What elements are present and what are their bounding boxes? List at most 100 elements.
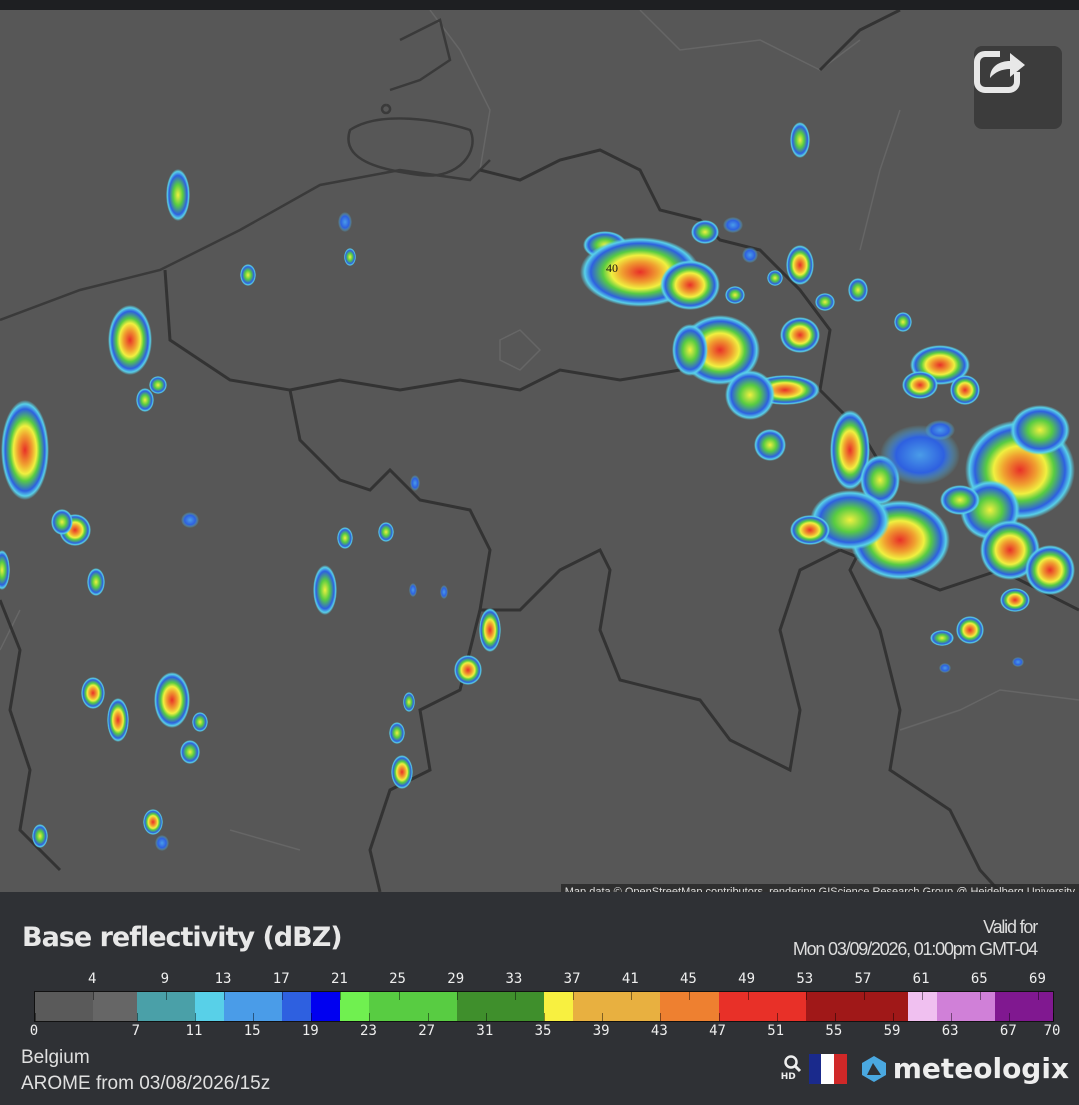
colorbar-tick-label: 65 xyxy=(970,971,988,987)
colorbar-tick-label: 41 xyxy=(621,971,639,987)
coastline xyxy=(0,18,491,322)
colorbar-tick-label: 70 xyxy=(1043,1023,1061,1039)
colorbar-tick-mark xyxy=(136,1013,138,1021)
colorbar-tick-mark xyxy=(980,992,982,1000)
radar-echo-cell xyxy=(409,583,417,597)
radar-echo-cell xyxy=(107,698,129,742)
radar-echo-cell xyxy=(378,522,394,542)
radar-echo-cell xyxy=(337,527,353,549)
colorbar-tick-label: 31 xyxy=(476,1023,494,1039)
colorbar-tick-mark xyxy=(253,1013,255,1021)
france-flag-icon[interactable] xyxy=(808,1053,847,1084)
colorbar-tick-label: 17 xyxy=(272,971,290,987)
colorbar-tick-label: 57 xyxy=(854,971,872,987)
colorbar-segment xyxy=(282,992,312,1021)
radar-echo-cell xyxy=(939,663,951,673)
colorbar-tick-mark xyxy=(893,1013,895,1021)
colorbar-tick-label: 51 xyxy=(767,1023,785,1039)
colorbar-segment xyxy=(907,992,938,1021)
radar-echo-cell xyxy=(403,692,415,712)
colorbar-tick-label: 35 xyxy=(534,1023,552,1039)
colorbar-tick-label: 11 xyxy=(185,1023,203,1039)
colorbar-tick-mark xyxy=(224,992,226,1000)
radar-echo-cell xyxy=(136,388,154,412)
colorbar-tick-label: 49 xyxy=(738,971,756,987)
colorbar-segment xyxy=(573,992,661,1021)
hd-zoom-button[interactable]: HD xyxy=(780,1054,803,1084)
radar-echo-cell xyxy=(1012,657,1024,667)
colorbar-segment xyxy=(311,992,341,1021)
colorbar-tick-mark xyxy=(456,992,458,1000)
colorbar-segment xyxy=(718,992,807,1021)
map-attribution[interactable]: Map data © OpenStreetMap contributors, r… xyxy=(560,884,1079,892)
radar-echo-cell xyxy=(0,550,10,590)
colorbar xyxy=(34,991,1054,1022)
radar-map[interactable]: 40 Map data © OpenStreetMap contributors… xyxy=(0,10,1079,892)
radar-echo-cell xyxy=(780,317,820,353)
colorbar-tick-label: 59 xyxy=(883,1023,901,1039)
radar-echo-cell xyxy=(672,324,708,376)
colorbar-tick-label: 69 xyxy=(1029,971,1046,987)
radar-echo-cell xyxy=(956,616,984,644)
model-run: AROME from 03/08/2026/15z xyxy=(21,1073,271,1094)
colorbar-tick-label: 33 xyxy=(505,971,523,987)
legend-panel: Base reflectivity (dBZ) Valid for Mon 03… xyxy=(0,892,1079,1105)
radar-echo-cell xyxy=(51,509,73,535)
colorbar-segment xyxy=(994,992,1054,1021)
radar-echo-cell xyxy=(32,824,48,848)
radar-echo-cell xyxy=(1010,405,1070,455)
colorbar-tick-mark xyxy=(340,992,342,1000)
magnifier-icon xyxy=(783,1054,801,1072)
colorbar-tick-mark xyxy=(282,992,284,1000)
colorbar-tick-mark xyxy=(165,992,167,1000)
colorbar-tick-label: 15 xyxy=(243,1023,261,1039)
colorbar-tick-mark xyxy=(1009,1013,1011,1021)
valid-for-label: Valid for xyxy=(983,917,1038,937)
share-button[interactable] xyxy=(974,46,1062,129)
radar-echo-cell xyxy=(180,740,200,764)
radar-echo-cell xyxy=(389,722,405,744)
top-bar xyxy=(0,0,1079,10)
colorbar-tick-mark xyxy=(544,1013,545,1021)
radar-echo-cell xyxy=(1025,545,1075,595)
colorbar-tick-label: 43 xyxy=(650,1023,668,1039)
radar-echo-cell xyxy=(810,490,890,550)
radar-echo-cell xyxy=(742,247,758,263)
colorbar-tick-label: 23 xyxy=(360,1023,377,1039)
radar-echo-cell xyxy=(391,755,413,789)
hd-label: HD xyxy=(780,1071,796,1082)
radar-echo-cell xyxy=(1,400,49,500)
faint-borders xyxy=(0,10,1079,851)
colorbar-segment xyxy=(340,992,370,1021)
colorbar-segment xyxy=(136,992,196,1021)
radar-echo-cell xyxy=(950,375,980,405)
radar-echo-cell xyxy=(940,485,980,515)
colorbar-tick-label: 27 xyxy=(418,1023,436,1039)
colorbar-tick-mark xyxy=(1038,992,1040,1000)
cell-value-label: 40 xyxy=(606,261,618,275)
colorbar-tick-label: 53 xyxy=(796,971,814,987)
colorbar-tick-label: 21 xyxy=(330,971,348,987)
radar-echo-cell xyxy=(723,217,743,233)
colorbar-tick-mark xyxy=(485,1013,487,1021)
radar-echoes xyxy=(0,122,1075,851)
radar-echo-cell xyxy=(767,270,783,286)
map-canvas[interactable]: 40 xyxy=(0,10,1079,892)
colorbar-segment xyxy=(35,992,94,1021)
region-name: Belgium xyxy=(21,1047,90,1068)
radar-echo-cell xyxy=(902,371,938,399)
radar-echo-cell xyxy=(454,655,482,685)
colorbar-tick-mark xyxy=(689,992,691,1000)
colorbar-segment xyxy=(936,992,996,1021)
colorbar-segment xyxy=(369,992,458,1021)
radar-echo-cell xyxy=(166,169,190,221)
valid-time-value: Mon 03/09/2026, 01:00pm GMT-04 xyxy=(792,939,1038,959)
colorbar-tick-mark xyxy=(863,992,865,1000)
radar-echo-cell xyxy=(691,220,719,244)
colorbar-tick-mark xyxy=(747,992,749,1000)
radar-echo-cell xyxy=(980,520,1040,580)
valid-time: Valid for Mon 03/09/2026, 01:00pm GMT-04 xyxy=(792,916,1038,960)
colorbar-tick-label: 45 xyxy=(679,971,697,987)
radar-echo-cell xyxy=(479,608,501,652)
radar-echo-cell xyxy=(790,515,830,545)
